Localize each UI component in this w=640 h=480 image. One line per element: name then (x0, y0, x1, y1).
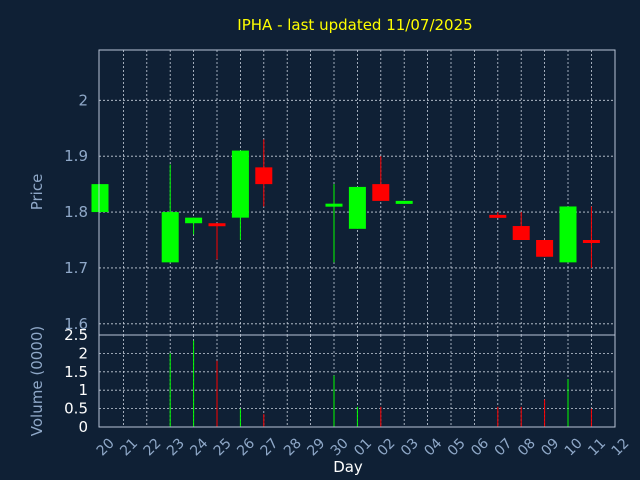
volume-bars (169, 340, 592, 427)
price-tick-label: 2 (78, 91, 88, 109)
volume-tick-label: 0.5 (64, 400, 88, 418)
candle-body (161, 212, 179, 263)
volume-tick-label: 2.5 (64, 326, 88, 344)
candle-body (582, 240, 600, 243)
candle-body (372, 184, 390, 201)
candle-body (185, 217, 203, 224)
price-tick-label: 1.9 (64, 147, 88, 165)
candle-body (91, 184, 109, 213)
x-tick-labels: 20 21 22 23 24 25 26 27 28 29 30 01 02 03 04 05 06 07 08 09… (94, 435, 633, 459)
volume-tick-labels: 00.511.522.5 (64, 326, 88, 436)
candle-body (348, 186, 366, 229)
price-tick-label: 1.8 (64, 203, 88, 221)
candle-body (559, 206, 577, 263)
price-tick-labels: 1.6 1.7 1.8 1.9 2 (64, 91, 88, 333)
candle-body (536, 240, 554, 257)
candle-body (255, 167, 273, 185)
candle-body (208, 223, 226, 227)
volume-tick-label: 1.5 (64, 363, 88, 381)
price-candles (91, 139, 600, 268)
candle-body (325, 203, 343, 207)
candle-body (231, 150, 249, 218)
candle-body (489, 214, 507, 218)
price-axis-label: Price (28, 174, 46, 211)
chart-title: IPHA - last updated 11/07/2025 (237, 16, 472, 34)
volume-panel-frame (98, 334, 616, 428)
volume-tick-label: 1 (78, 381, 88, 399)
volume-tick-label: 0 (78, 418, 88, 436)
volume-tick-label: 2 (78, 344, 88, 362)
price-tick-label: 1.6 (64, 315, 88, 333)
candle-body (512, 226, 530, 240)
candle-body (395, 200, 413, 204)
x-axis-label: Day (333, 458, 363, 476)
volume-axis-label: Volume (0000) (28, 326, 46, 436)
price-tick-label: 1.7 (64, 259, 88, 277)
